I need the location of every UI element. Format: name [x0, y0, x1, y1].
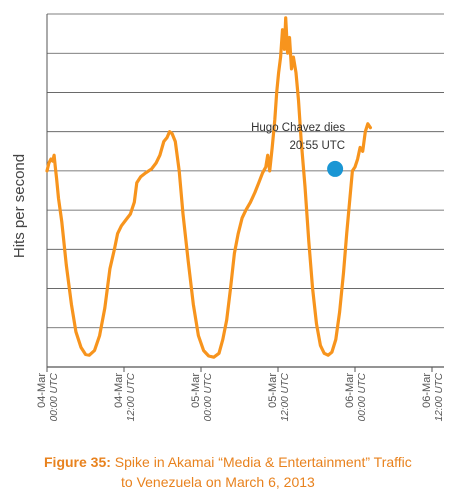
- x-tick-time: 00:00 UTC: [49, 372, 60, 421]
- x-tick-time: 00:00 UTC: [203, 372, 214, 421]
- x-tick-date: 06-Mar: [344, 373, 356, 408]
- x-tick-date: 05-Mar: [190, 373, 202, 408]
- x-tick-label: 06-Mar 12:00 UTC: [421, 372, 445, 421]
- x-axis: 04-Mar 00:00 UTC 04-Mar 12:00 UTC 05-Mar 00:0…: [36, 367, 445, 421]
- series-line: [45, 16, 372, 359]
- caption-line-1: Spike in Akamai “Media & Entertainment” …: [114, 454, 412, 470]
- x-tick-date: 06-Mar: [421, 373, 433, 408]
- figure-caption: Figure 35: Spike in Akamai “Media & Ente…: [44, 452, 454, 492]
- x-tick-date: 05-Mar: [267, 373, 279, 408]
- x-tick-time: 12:00 UTC: [280, 372, 291, 421]
- chart-grid: [46, 13, 444, 368]
- x-tick-time: 12:00 UTC: [126, 372, 137, 421]
- series-layer: [45, 16, 372, 359]
- x-tick-label: 04-Mar 00:00 UTC: [36, 372, 60, 421]
- annotation-text: Hugo Chavez dies: [251, 122, 345, 134]
- x-tick-time: 12:00 UTC: [434, 372, 445, 421]
- figure-label: Figure 35:: [44, 454, 111, 470]
- y-axis-label: Hits per second: [11, 154, 28, 258]
- x-tick-label: 04-Mar 12:00 UTC: [113, 372, 137, 421]
- x-tick-label: 05-Mar 12:00 UTC: [267, 372, 291, 421]
- x-tick-label: 05-Mar 00:00 UTC: [190, 372, 214, 421]
- x-tick-date: 04-Mar: [36, 373, 48, 408]
- x-tick-time: 00:00 UTC: [357, 372, 368, 421]
- x-tick-label: 06-Mar 00:00 UTC: [344, 372, 368, 421]
- annotation-text: 20:55 UTC: [289, 140, 345, 152]
- x-tick-date: 04-Mar: [113, 373, 125, 408]
- event-marker: [327, 160, 344, 177]
- caption-line-2: to Venezuela on March 6, 2013: [121, 474, 315, 490]
- annotation-layer: Hugo Chavez dies 20:55 UTC: [251, 122, 345, 177]
